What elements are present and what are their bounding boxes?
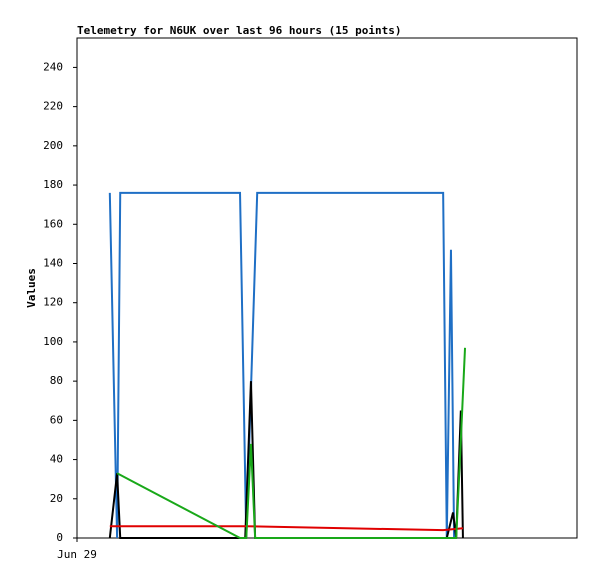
y-tick-label: 240 (43, 60, 63, 73)
series-line (116, 347, 467, 539)
y-tick-label: 40 (50, 453, 63, 466)
plot-frame (76, 37, 578, 539)
chart-title: Telemetry for N6UK over last 96 hours (1… (77, 24, 402, 37)
y-tick-label: 60 (50, 413, 63, 426)
series-line (108, 191, 456, 539)
y-tick-label: 160 (43, 217, 63, 230)
y-tick-label: 20 (50, 492, 63, 505)
y-tick-label: 0 (56, 531, 63, 544)
y-tick-label: 80 (50, 374, 63, 387)
y-axis-label: Values (25, 268, 38, 308)
y-tick-label: 140 (43, 256, 63, 269)
y-tick-label: 100 (43, 335, 63, 348)
y-tick-label: 220 (43, 100, 63, 113)
y-tick-label: 180 (43, 178, 63, 191)
series-line (109, 525, 464, 532)
y-tick-label: 120 (43, 296, 63, 309)
y-tick-label: 200 (43, 139, 63, 152)
x-tick-label: Jun 29 (57, 548, 97, 561)
